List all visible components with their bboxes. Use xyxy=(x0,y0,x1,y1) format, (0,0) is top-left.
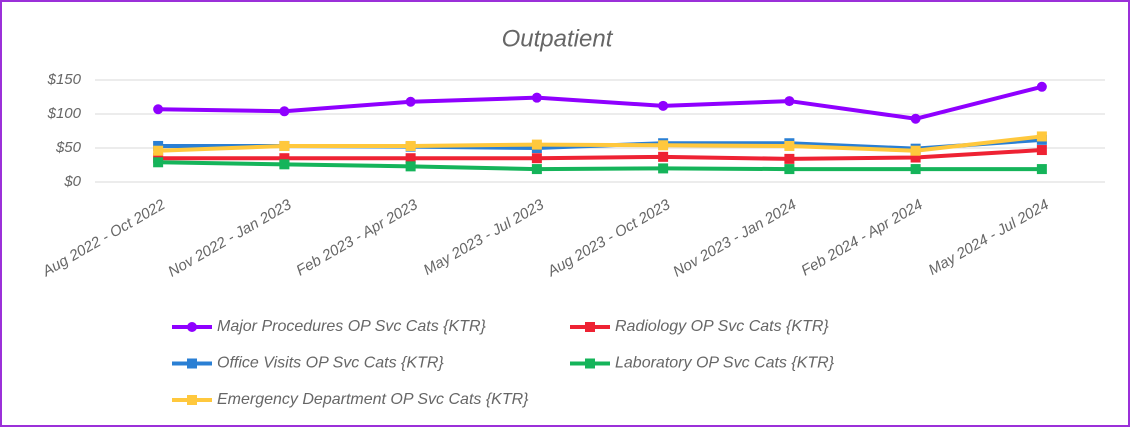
marker xyxy=(405,161,416,172)
marker xyxy=(784,140,795,151)
marker xyxy=(1036,145,1047,156)
y-tick-label: $100 xyxy=(47,105,82,122)
legend-label: Emergency Department OP Svc Cats {KTR} xyxy=(217,391,529,408)
marker xyxy=(279,140,290,151)
marker xyxy=(531,153,542,164)
marker xyxy=(279,106,290,117)
chart-title: Outpatient xyxy=(502,25,614,52)
marker xyxy=(658,163,669,174)
legend-marker xyxy=(585,358,595,369)
legend-marker xyxy=(585,322,595,332)
marker xyxy=(153,104,164,115)
marker xyxy=(279,153,290,164)
marker xyxy=(910,113,921,124)
marker xyxy=(784,153,795,164)
y-tick-label: $50 xyxy=(55,139,82,156)
marker xyxy=(405,96,416,107)
series-line xyxy=(158,160,1042,172)
y-tick-label: $0 xyxy=(63,173,81,190)
legend-marker xyxy=(187,322,197,332)
y-tick-label: $150 xyxy=(47,71,82,88)
series-line xyxy=(158,84,1043,121)
marker xyxy=(1036,131,1047,142)
marker xyxy=(784,164,795,175)
marker xyxy=(279,159,290,170)
marker xyxy=(531,164,542,175)
marker xyxy=(405,140,416,151)
legend-marker xyxy=(187,395,197,405)
marker xyxy=(1036,164,1047,175)
series-line xyxy=(158,148,1042,161)
legend-label: Laboratory OP Svc Cats {KTR} xyxy=(615,355,835,372)
marker xyxy=(1036,81,1047,92)
marker xyxy=(910,145,921,156)
marker xyxy=(153,145,164,156)
series-line xyxy=(158,134,1043,153)
marker xyxy=(531,92,542,103)
legend-label: Office Visits OP Svc Cats {KTR} xyxy=(217,355,444,372)
marker xyxy=(153,157,164,168)
marker xyxy=(910,152,921,163)
marker xyxy=(658,151,669,162)
marker xyxy=(784,96,795,107)
marker xyxy=(531,139,542,150)
legend-label: Radiology OP Svc Cats {KTR} xyxy=(615,318,829,335)
legend-label: Major Procedures OP Svc Cats {KTR} xyxy=(217,318,486,335)
marker xyxy=(910,164,921,175)
marker xyxy=(405,153,416,164)
legend-marker xyxy=(187,358,197,369)
marker xyxy=(658,100,669,111)
marker xyxy=(658,140,669,151)
